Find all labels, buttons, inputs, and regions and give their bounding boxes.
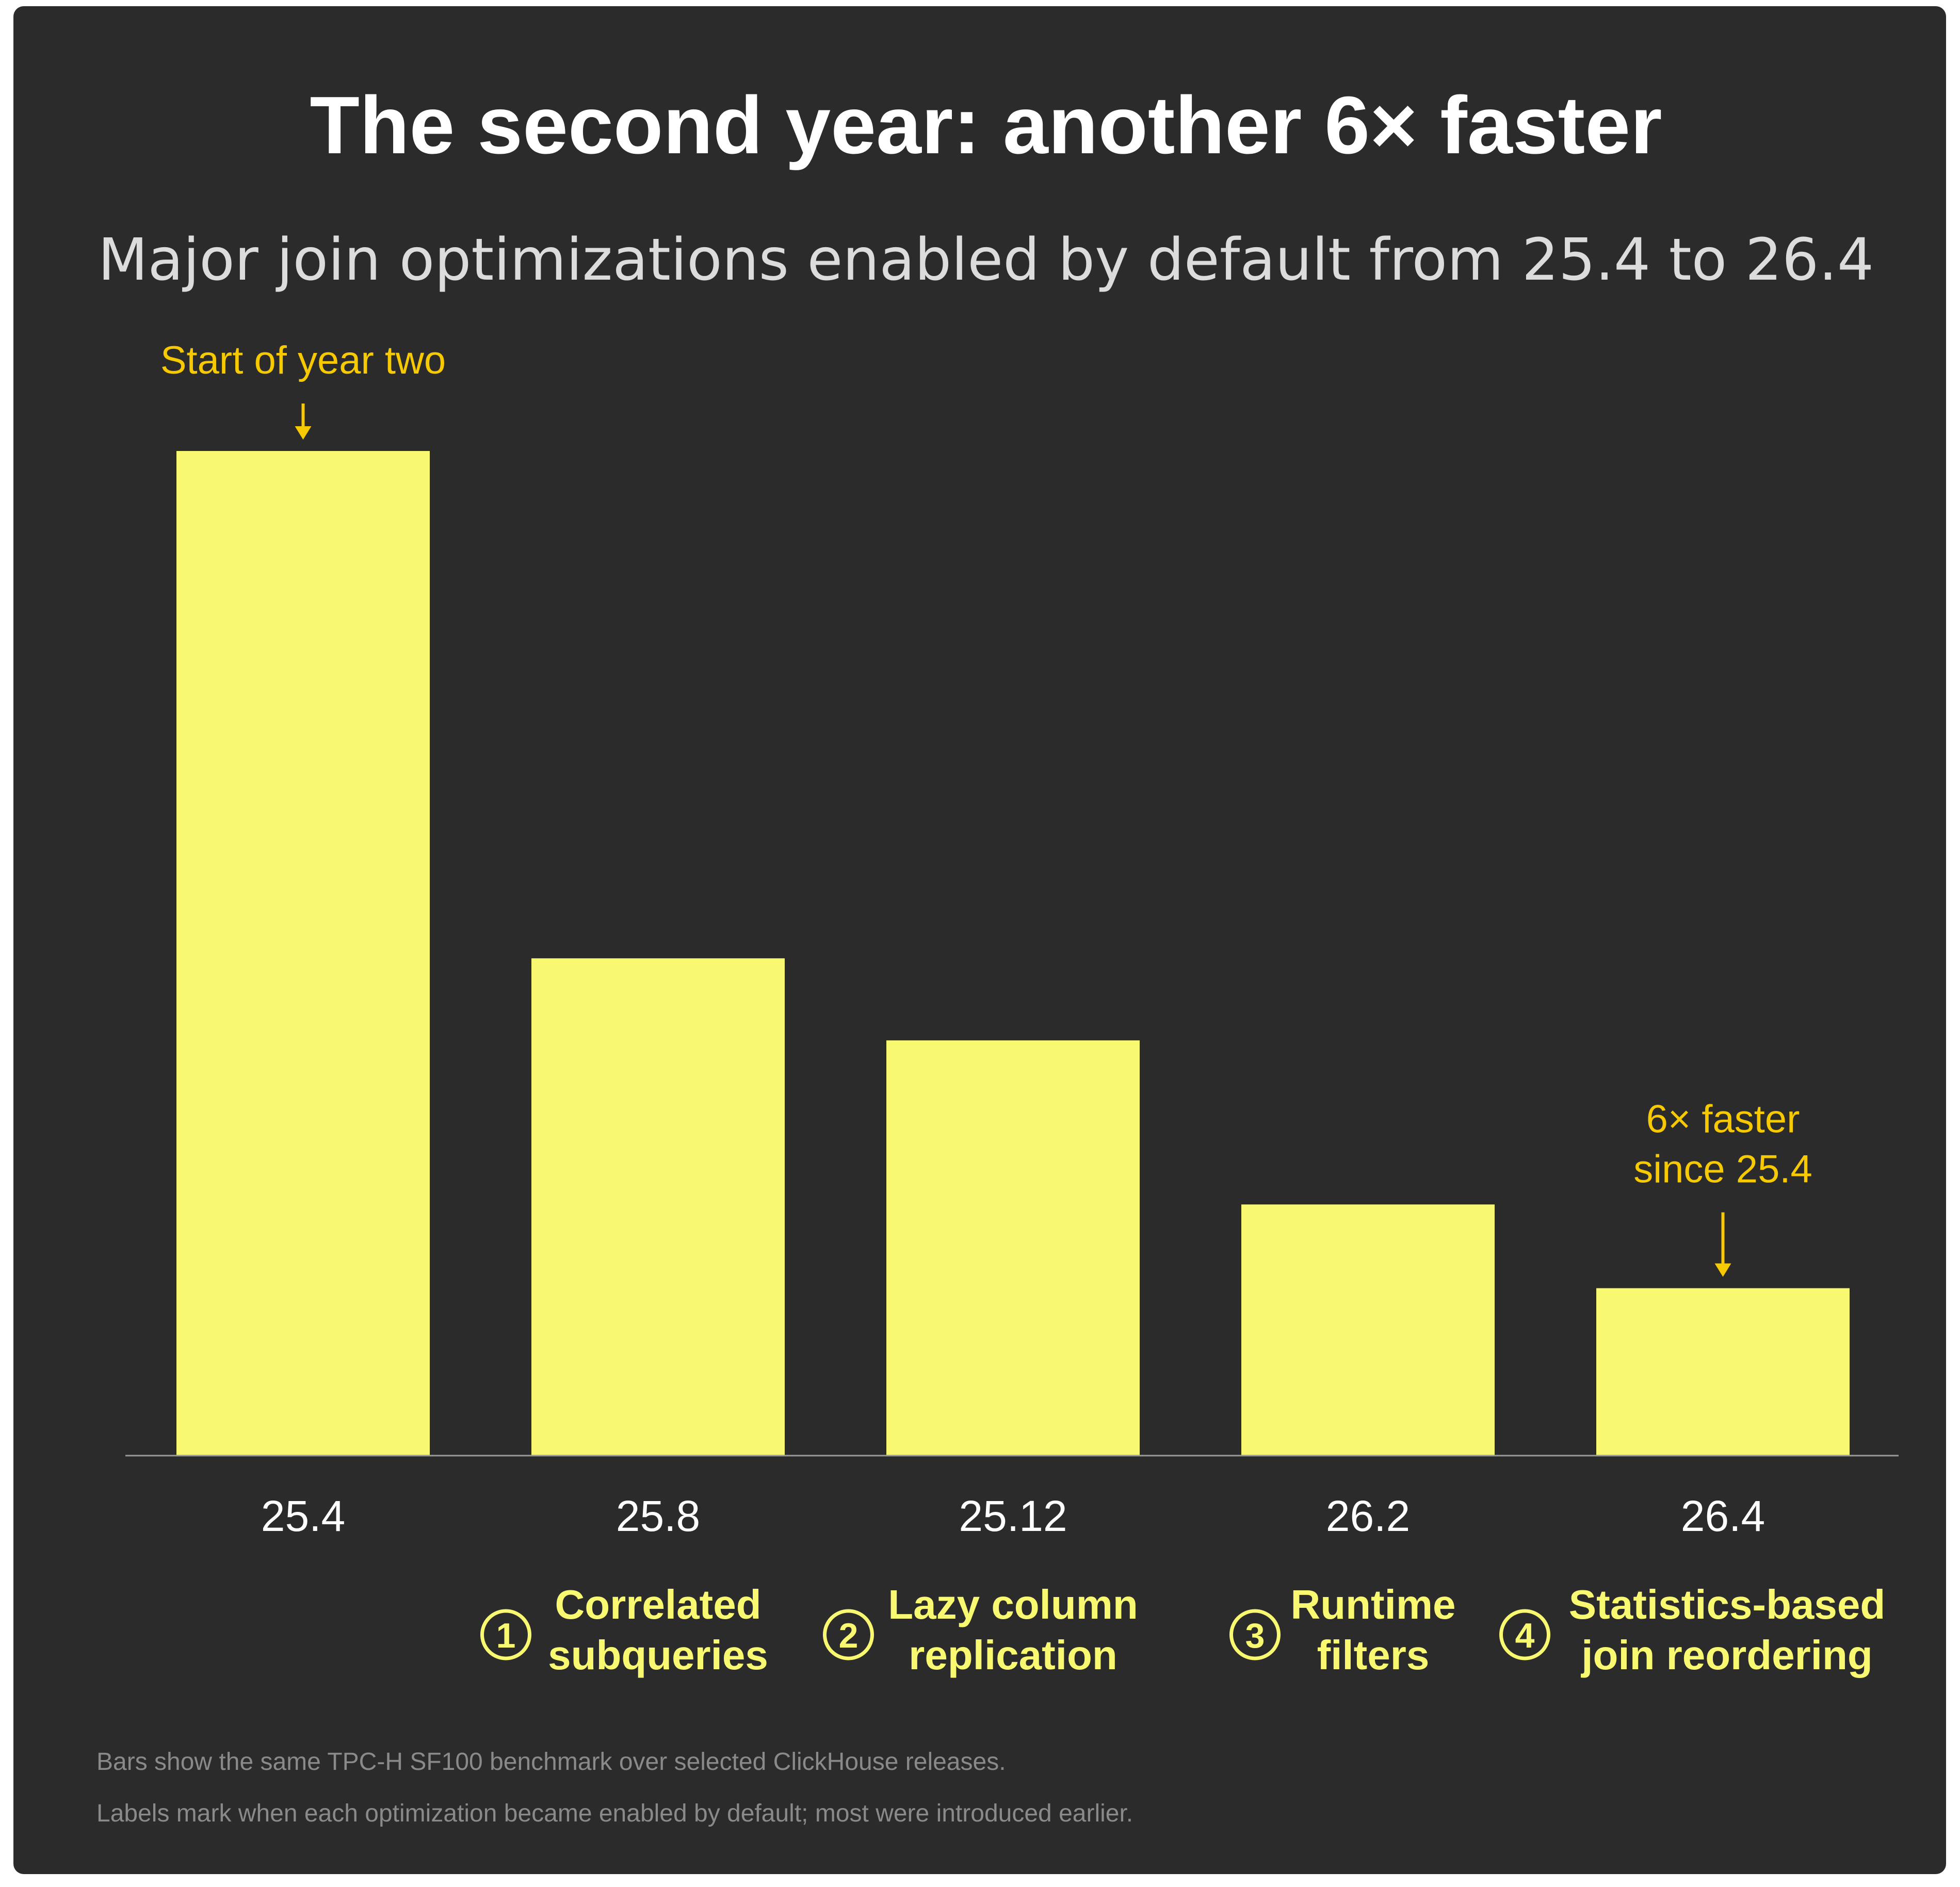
optimization-label: Correlated [555,1582,761,1627]
optimization-number-circle [823,1609,874,1660]
optimization-number-circle [480,1609,531,1660]
chart-card: The second year: another 6× faster Major… [13,6,1946,1874]
optimization-label: subqueries [548,1632,768,1678]
bar-26.2 [1241,1204,1495,1456]
annotation-text: since 25.4 [1633,1148,1812,1191]
bar-25.4 [176,451,430,1456]
optimization-label: Runtime [1291,1582,1456,1627]
optimization-label: join reordering [1580,1632,1873,1678]
x-tick-label: 26.4 [1681,1492,1765,1540]
annotation-text: 6× faster [1646,1098,1800,1141]
chart-title: The second year: another 6× faster [310,80,1662,171]
optimization-number-circle [1499,1609,1550,1660]
x-tick-label: 25.4 [261,1492,346,1540]
x-tick-label: 26.2 [1326,1492,1411,1540]
chart-subtitle: Major join optimizations enabled by defa… [98,227,1874,294]
optimization-label: Statistics-based [1569,1582,1886,1627]
optimization-labels: 1 Correlated subqueries 2 Lazy column replica… [480,1582,1886,1678]
bar-25.12 [886,1040,1140,1456]
annotation-arrow-head [1714,1263,1731,1277]
optimization-label: replication [909,1632,1117,1678]
optimization-number: 2 [839,1616,858,1655]
annotations: Start of year two 6× faster since 25.4 [160,338,1812,1277]
optimization-number: 1 [496,1616,516,1655]
annotation-arrow-head [295,426,312,440]
optimization-number-circle [1229,1609,1281,1660]
optimization-number: 3 [1245,1616,1265,1655]
bar-chart: The second year: another 6× faster Major… [96,80,1899,1827]
optimization-number: 4 [1515,1616,1535,1655]
x-tick-label: 25.12 [959,1492,1067,1540]
bar-26.4 [1596,1288,1850,1456]
footnote-2: Labels mark when each optimization becam… [96,1800,1133,1827]
x-tick-label: 25.8 [616,1492,701,1540]
x-tick-labels: 25.4 25.8 25.12 26.2 26.4 [261,1492,1765,1540]
annotation-text: Start of year two [160,338,446,382]
optimization-label: Lazy column [888,1582,1138,1627]
optimization-label: filters [1317,1632,1430,1678]
bars-group [176,451,1850,1456]
footnote-1: Bars show the same TPC-H SF100 benchmark… [96,1748,1006,1776]
bar-25.8 [531,958,785,1456]
